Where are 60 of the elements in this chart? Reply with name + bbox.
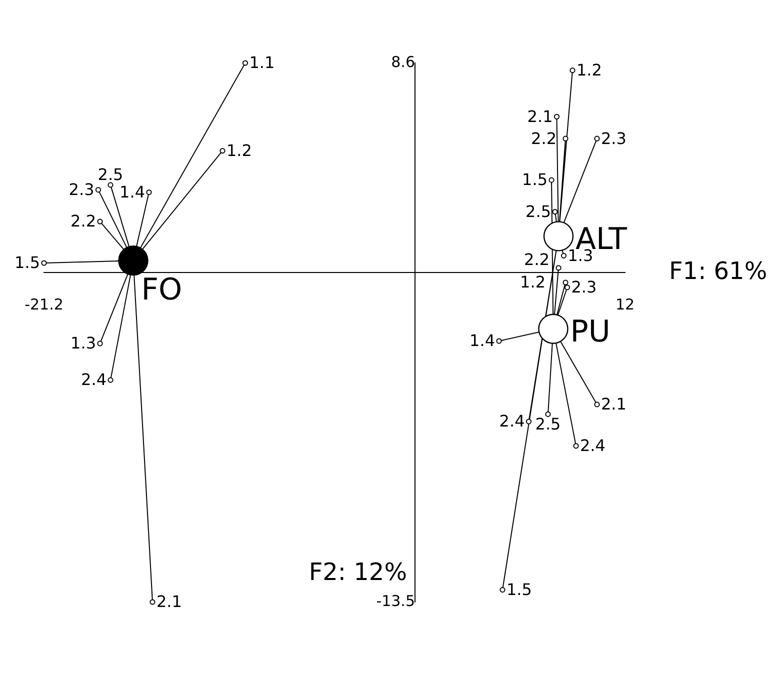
point: [500, 587, 506, 593]
point: [560, 252, 567, 258]
point: [562, 136, 568, 142]
x-tick-label: -21.2: [24, 296, 64, 314]
annotation: 1.5: [14, 253, 40, 272]
annotation: 1.4: [470, 331, 496, 350]
point: [97, 218, 103, 224]
annotation: 2.4: [499, 412, 525, 431]
x-axis-title: F1: 61%: [669, 256, 768, 285]
annotation: 2.3: [600, 128, 626, 148]
annotation: 2.5: [98, 165, 124, 184]
annotation: 2.2: [531, 128, 557, 148]
y-tick-label: -13.5: [376, 592, 415, 610]
point: [538, 314, 568, 344]
point: [556, 265, 562, 271]
point: [242, 60, 248, 66]
point: [570, 68, 576, 74]
point: [496, 338, 502, 344]
series-label: PU: [570, 314, 610, 350]
annotation: 1.4: [120, 182, 146, 202]
point: [554, 114, 560, 120]
annotation: 2.2: [524, 250, 550, 270]
annotation: 2.1: [600, 394, 626, 414]
point: [41, 260, 47, 266]
point: [220, 148, 226, 154]
annotation: 1.3: [70, 334, 96, 353]
annotation: 1.2: [576, 60, 602, 80]
y-axis-title: F2: 12%: [308, 558, 407, 586]
annotation: 2.2: [70, 212, 96, 231]
y-tick-label: 8.6: [391, 52, 415, 71]
point: [150, 599, 156, 605]
annotation: 2.1: [527, 106, 553, 126]
point: [564, 284, 570, 290]
point: [108, 182, 114, 188]
annotation: 1.1: [249, 53, 275, 72]
annotation: 2.3: [68, 180, 94, 199]
annotation: 1.5: [522, 170, 548, 190]
point: [594, 402, 600, 408]
point: [526, 418, 532, 424]
x-tick-label: 12: [615, 296, 635, 314]
annotation: 2.4: [81, 370, 107, 390]
point: [594, 136, 600, 142]
annotation: 2.5: [535, 414, 561, 434]
point: [548, 177, 554, 183]
series-label: FO: [141, 272, 182, 308]
point: [108, 377, 114, 383]
annotation: 2.4: [580, 436, 606, 456]
annotation: 1.2: [520, 272, 546, 292]
annotation: 1.2: [226, 140, 252, 160]
point: [146, 189, 152, 196]
point: [552, 208, 558, 215]
point: [545, 411, 551, 418]
point: [562, 280, 568, 286]
annotation: 2.1: [156, 592, 182, 612]
annotation: 1.5: [506, 580, 532, 599]
point: [95, 187, 102, 193]
point: [97, 340, 103, 346]
annotation: 2.5: [526, 202, 552, 221]
point: [573, 443, 579, 449]
annotation: 2.3: [571, 278, 597, 297]
